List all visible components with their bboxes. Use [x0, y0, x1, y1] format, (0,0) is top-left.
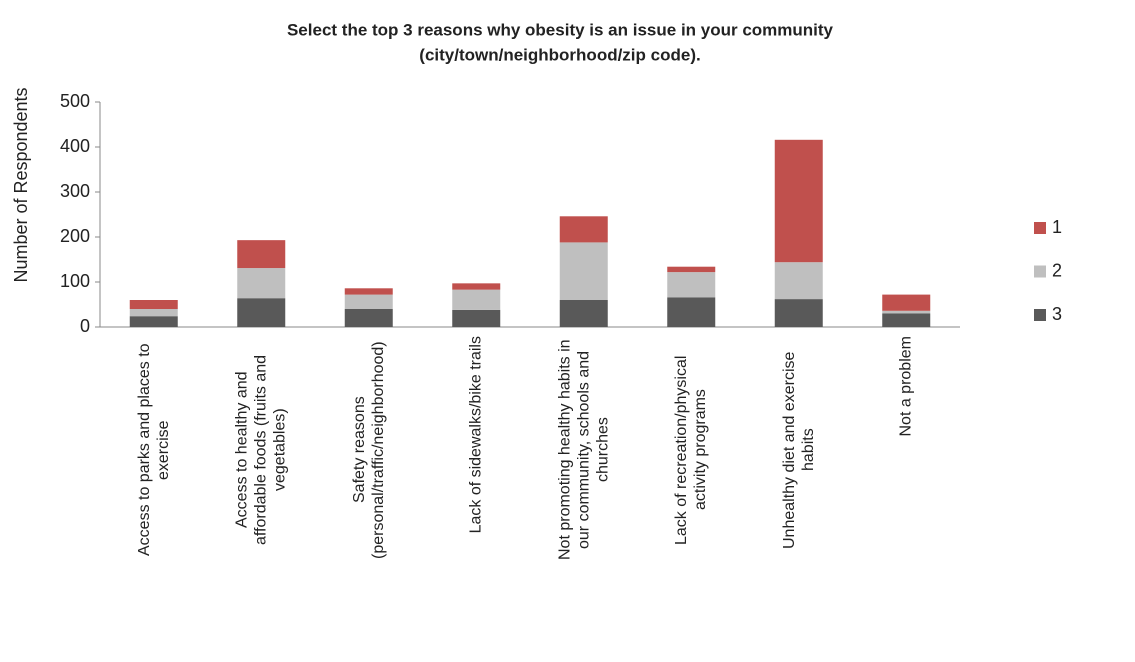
bar-segment: [774, 262, 823, 300]
bar-segment: [129, 316, 178, 327]
bar-segment: [344, 294, 393, 309]
y-tick-label: 0: [80, 316, 90, 336]
bar-segment: [774, 299, 823, 327]
bar-segment: [667, 272, 716, 298]
bar-segment: [559, 216, 608, 243]
bar-segment: [882, 294, 931, 311]
x-tick-label: Unhealthy diet and exercise habits: [780, 351, 817, 549]
x-tick-label: Access to healthy and affordable foods (…: [233, 354, 289, 546]
bar-segment: [452, 283, 501, 290]
bar-segment: [882, 313, 931, 327]
x-tick-label: Not promoting healthy habits in our comm…: [556, 339, 612, 561]
y-tick-label: 100: [60, 271, 90, 291]
legend-label: 3: [1052, 304, 1062, 324]
bar-segment: [129, 300, 178, 309]
legend-label: 1: [1052, 217, 1062, 237]
x-tick-label: Lack of sidewalks/bike trails: [467, 336, 485, 534]
y-axis-label: Number of Respondents: [11, 87, 31, 282]
bar-segment: [774, 139, 823, 263]
y-tick-label: 400: [60, 136, 90, 156]
bar-segment: [559, 300, 608, 327]
bar-segment: [129, 309, 178, 317]
x-tick-label: Safety reasons (personal/traffic/neighbo…: [350, 341, 387, 559]
x-tick-label: Lack of recreation/physical activity pro…: [673, 355, 710, 545]
bar-segment: [667, 297, 716, 327]
legend-label: 2: [1052, 260, 1062, 280]
bar-segment: [344, 288, 393, 295]
bar-segment: [452, 289, 501, 310]
x-tick-label: Access to parks and places to exercise: [135, 343, 172, 557]
chart-subtitle: (city/town/neighborhood/zip code).: [419, 45, 700, 64]
y-tick-label: 200: [60, 226, 90, 246]
bar-segment: [667, 266, 716, 273]
bar-segment: [882, 310, 931, 314]
bar-segment: [559, 242, 608, 300]
bar-segment: [237, 240, 286, 269]
bar-segment: [237, 298, 286, 327]
legend-swatch: [1034, 309, 1046, 321]
bar-segment: [344, 309, 393, 327]
x-tick-label: Not a problem: [897, 336, 915, 437]
y-tick-label: 500: [60, 91, 90, 111]
legend-swatch: [1034, 265, 1046, 278]
y-tick-label: 300: [60, 181, 90, 201]
chart-title: Select the top 3 reasons why obesity is …: [287, 20, 834, 39]
legend-swatch: [1034, 222, 1046, 234]
bar-segment: [452, 309, 501, 327]
bar-segment: [237, 268, 286, 299]
